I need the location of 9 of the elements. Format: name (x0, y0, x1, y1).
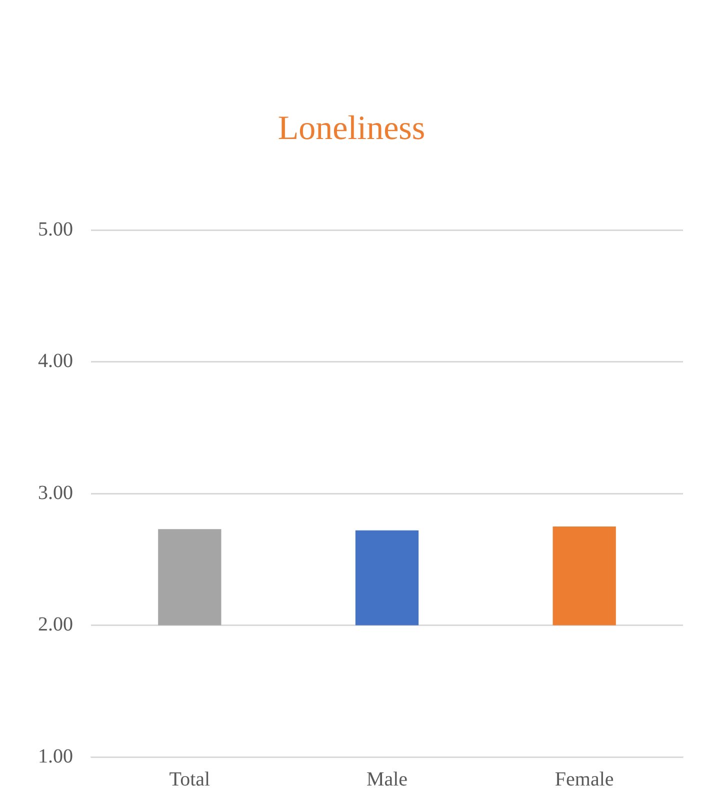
x-tick-label: Female (554, 768, 614, 790)
y-tick-label: 3.00 (38, 482, 73, 504)
x-tick-label: Total (169, 768, 211, 790)
y-tick-label: 1.00 (38, 745, 73, 768)
y-tick-label: 2.00 (38, 614, 73, 636)
x-tick-label: Male (366, 768, 408, 790)
y-tick-label: 4.00 (38, 350, 73, 372)
chart-title: Loneliness (276, 110, 426, 148)
y-tick-label: 5.00 (38, 218, 73, 240)
